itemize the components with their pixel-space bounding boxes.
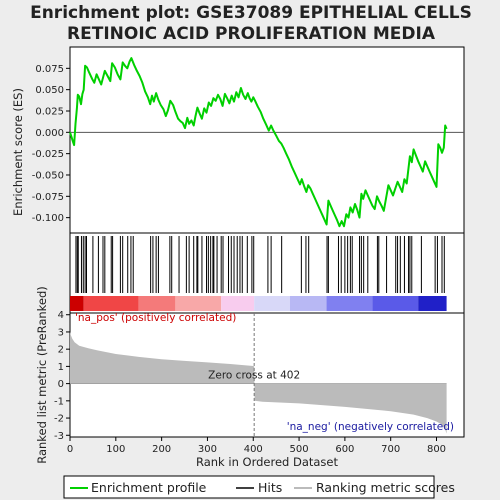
rank-color-segment [221, 296, 255, 311]
es-y-tick-label: -0.025 [32, 149, 64, 160]
enrichment-profile [69, 57, 448, 228]
x-tick-label: 200 [152, 444, 171, 455]
rank-color-segment [175, 296, 222, 311]
hits-marks [75, 236, 445, 293]
rank-color-segment [83, 296, 139, 311]
metric-y-tick-label: 2 [58, 345, 64, 356]
x-tick-label: 100 [106, 444, 125, 455]
metric-y-tick-label: 0 [58, 379, 64, 390]
es-y-tick-label: -0.075 [32, 192, 64, 203]
x-tick-label: 400 [244, 444, 263, 455]
positive-correlated-label: 'na_pos' (positively correlated) [75, 312, 236, 324]
es-y-tick-label: 0.000 [35, 128, 64, 139]
es-y-tick-label: -0.050 [32, 170, 64, 181]
legend-box [63, 475, 435, 499]
metric-y-axis-label: Ranked list metric (PreRanked) [35, 286, 49, 464]
rank-color-segment [254, 296, 290, 311]
ranking-metric-fill [70, 331, 447, 434]
x-axis-label: Rank in Ordered Dataset [196, 455, 339, 469]
metric-y-tick-label: -2 [54, 414, 64, 425]
ranking-metric-area [70, 331, 447, 434]
es-panel-frame [69, 46, 465, 234]
es-y-tick-label: 0.025 [35, 106, 64, 117]
x-tick-label: 800 [427, 444, 446, 455]
legend-hits-label: Hits [258, 480, 282, 495]
metric-y-tick-label: -3 [54, 431, 64, 442]
es-y-axis: 0.075 0.050 0.025 0.000 -0.025 -0.050 -0.075 -0… [32, 64, 70, 224]
rank-color-segment [418, 296, 447, 311]
x-tick-label: 0 [67, 444, 73, 455]
legend-ranking-label: Ranking metric scores [316, 480, 455, 495]
metric-y-tick-label: 3 [58, 327, 64, 338]
x-axis: 0 100 200 300 400 500 600 700 800 [67, 437, 446, 455]
rank-color-segment [70, 296, 84, 311]
legend-item-hits: Hits [236, 480, 282, 495]
rank-color-segment [138, 296, 176, 311]
rank-color-segment [289, 296, 327, 311]
metric-y-tick-label: 1 [58, 362, 64, 373]
x-tick-label: 700 [381, 444, 400, 455]
legend-item-ranking: Ranking metric scores [294, 480, 455, 495]
zero-cross-label: Zero cross at 402 [208, 370, 300, 382]
es-y-tick-label: -0.100 [32, 213, 64, 224]
chart-title-line2: RETINOIC ACID PROLIFERATION MEDIA [67, 24, 436, 44]
es-y-tick-label: 0.050 [35, 85, 64, 96]
es-y-tick-label: 0.075 [35, 64, 64, 75]
x-tick-label: 300 [198, 444, 217, 455]
rank-color-bar [70, 296, 447, 311]
metric-y-axis: 4 3 2 1 0 -1 -2 -3 [54, 310, 70, 442]
enrichment-profile-line [69, 57, 448, 228]
es-y-axis-label: Enrichment score (ES) [11, 88, 25, 216]
rank-color-segment [372, 296, 419, 311]
x-tick-label: 500 [290, 444, 309, 455]
chart-title-line1: Enrichment plot: GSE37089 EPITHELIAL CEL… [30, 3, 472, 23]
metric-y-tick-label: -1 [54, 396, 64, 407]
legend-enrichment-label: Enrichment profile [91, 480, 207, 495]
metric-y-tick-label: 4 [58, 310, 64, 321]
legend-item-enrichment: Enrichment profile [70, 480, 207, 495]
x-tick-label: 600 [335, 444, 354, 455]
rank-color-segment [326, 296, 373, 311]
negative-correlated-label: 'na_neg' (negatively correlated) [287, 421, 454, 433]
